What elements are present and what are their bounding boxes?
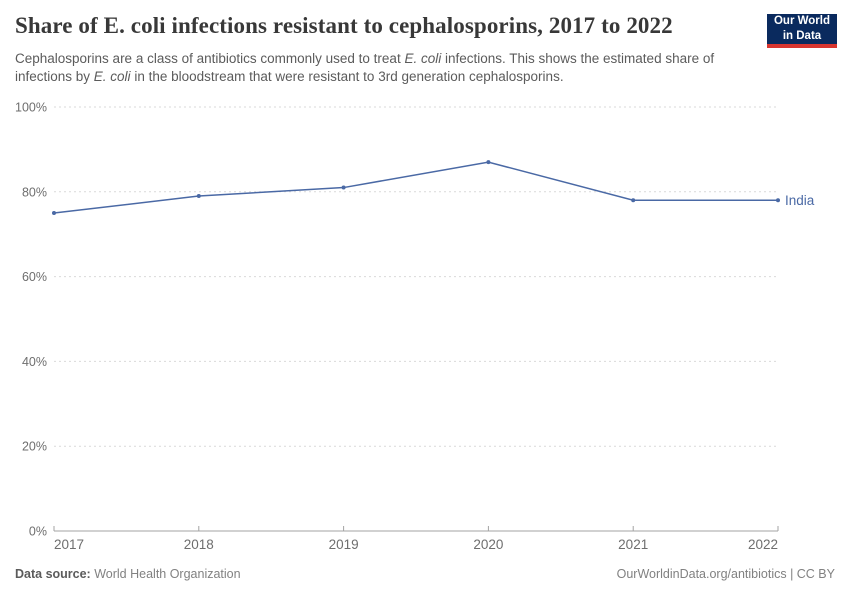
chart-footer: Data source: World Health Organization O… [15,567,835,581]
y-tick-label: 100% [15,101,47,115]
credit-link[interactable]: OurWorldinData.org/antibiotics | CC BY [616,567,835,581]
data-point-marker[interactable] [486,160,491,165]
data-source-label: Data source: [15,567,91,581]
subtitle-segment: Cephalosporins are a class of antibiotic… [15,51,405,66]
x-tick-label: 2021 [618,537,648,552]
subtitle-segment: in the bloodstream that were resistant t… [130,69,564,84]
chart-subtitle: Cephalosporins are a class of antibiotic… [15,50,750,86]
x-tick-label: 2018 [184,537,214,552]
data-point-marker[interactable] [341,185,346,190]
x-tick-label: 2020 [473,537,503,552]
owid-logo-line1: Our World [773,15,830,28]
subtitle-italic-segment: E. coli [93,69,131,84]
y-tick-label: 20% [22,440,47,454]
data-point-marker[interactable] [631,198,636,203]
y-tick-label: 60% [22,270,47,284]
subtitle-italic-segment: E. coli [404,51,442,66]
x-tick-label: 2019 [329,537,359,552]
data-source-value: World Health Organization [94,567,241,581]
data-source: Data source: World Health Organization [15,567,241,581]
x-tick-label: 2022 [748,537,778,552]
subtitle-segment: infections. This shows the estimated sha… [15,51,715,84]
y-tick-label: 80% [22,185,47,199]
chart-title: Share of E. coli infections resistant to… [15,13,673,38]
y-tick-label: 40% [22,355,47,369]
owid-logo[interactable]: Our World in Data [767,14,837,48]
x-tick-label: 2017 [54,537,84,552]
data-point-marker[interactable] [196,194,201,199]
owid-logo-line2: in Data [782,30,822,42]
series-line[interactable] [53,161,778,214]
data-point-marker[interactable] [52,211,56,215]
y-tick-label: 0% [29,525,47,539]
series-end-label[interactable]: India [785,193,815,208]
data-point-marker[interactable] [776,198,780,203]
